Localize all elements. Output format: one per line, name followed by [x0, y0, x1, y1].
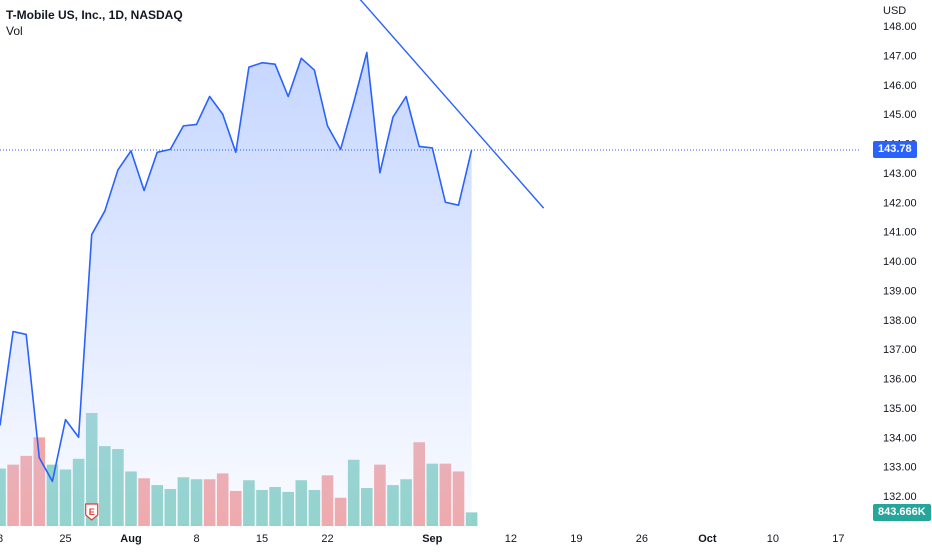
price-tick-label: 135.00: [883, 403, 917, 415]
price-tick-label: 146.00: [883, 80, 917, 92]
time-tick-label: 8: [193, 533, 199, 545]
earnings-marker[interactable]: E: [85, 503, 99, 521]
time-tick-label: 22: [321, 533, 333, 545]
price-tick-label: 136.00: [883, 374, 917, 386]
time-tick-label: 25: [59, 533, 71, 545]
time-tick-label: 10: [767, 533, 779, 545]
chart-canvas[interactable]: E: [0, 0, 860, 530]
time-tick-label: 19: [570, 533, 582, 545]
last-volume-badge: 843.666K: [873, 504, 931, 521]
time-tick-label: 12: [505, 533, 517, 545]
time-tick-label: Sep: [422, 533, 442, 545]
time-axis[interactable]: 8 25 Aug 8 15 22 Sep 12 19 26 Oct 10 17: [0, 526, 860, 550]
time-tick-label: 8: [0, 533, 3, 545]
earnings-marker-label: E: [89, 507, 95, 517]
chart-legend: T-Mobile US, Inc., 1D, NASDAQ Vol: [6, 7, 183, 39]
currency-label: USD: [883, 5, 907, 17]
price-axis[interactable]: 148.00147.00146.00145.00144.00143.00142.…: [860, 0, 932, 530]
price-chart[interactable]: E: [0, 0, 860, 530]
price-axis-canvas: 148.00147.00146.00145.00144.00143.00142.…: [883, 21, 917, 503]
price-tick-label: 134.00: [883, 432, 917, 444]
volume-legend-label[interactable]: Vol: [6, 24, 23, 38]
price-tick-label: 132.00: [883, 491, 917, 503]
price-line[interactable]: [0, 51, 473, 483]
time-tick-label: 26: [636, 533, 648, 545]
time-tick-label: Oct: [698, 533, 717, 545]
last-price-badge: 143.78: [873, 141, 917, 158]
symbol-title[interactable]: T-Mobile US, Inc., 1D, NASDAQ: [6, 8, 183, 22]
price-area-fill: [0, 52, 472, 526]
price-tick-label: 147.00: [883, 50, 917, 62]
price-tick-label: 137.00: [883, 344, 917, 356]
price-tick-label: 143.00: [883, 168, 917, 180]
price-tick-label: 148.00: [883, 21, 917, 33]
time-tick-label: 17: [832, 533, 844, 545]
price-tick-label: 133.00: [883, 462, 917, 474]
price-tick-label: 138.00: [883, 315, 917, 327]
time-tick-label: 15: [256, 533, 268, 545]
time-tick-label: Aug: [120, 533, 141, 545]
price-tick-label: 142.00: [883, 197, 917, 209]
price-tick-label: 139.00: [883, 285, 917, 297]
trendline-drawing[interactable]: [359, 0, 545, 209]
price-tick-label: 145.00: [883, 109, 917, 121]
time-axis-canvas: 8 25 Aug 8 15 22 Sep 12 19 26 Oct 10 17: [0, 533, 845, 545]
price-tick-label: 140.00: [883, 256, 917, 268]
price-tick-label: 141.00: [883, 227, 917, 239]
